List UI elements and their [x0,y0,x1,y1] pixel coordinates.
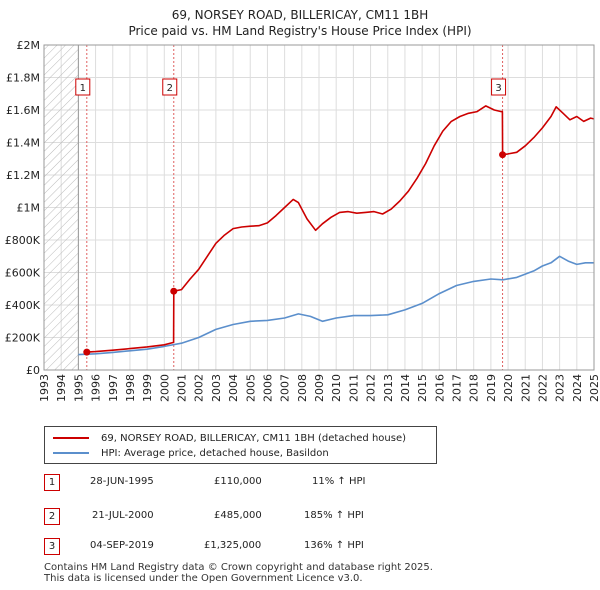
x-tick-label: 2001 [176,374,189,402]
x-tick-label: 2015 [416,374,429,402]
y-tick-label: £1.8M [6,72,40,85]
legend-item-hpi: HPI: Average price, detached house, Basi… [53,446,329,460]
y-axis-ticks: £0 £200K £400K £600K £800K £1M £1.2M £1.4M £1.6M… [5,39,41,377]
legend-label-hpi: HPI: Average price, detached house, Basi… [101,447,329,459]
y-tick-label: £200K [5,332,41,345]
sale-badge: 3 [44,538,60,555]
footer-copyright: Contains HM Land Registry data © Crown c… [44,562,433,573]
sale-badge: 2 [44,508,60,525]
legend-swatch-hpi [53,452,89,454]
x-tick-label: 1996 [90,374,103,402]
property-price-line [86,105,594,353]
y-tick-label: £0 [26,364,40,377]
x-tick-label: 2006 [261,374,274,402]
y-tick-label: £1M [17,202,41,215]
x-tick-label: 2014 [399,374,412,402]
sale-date: 21-JUL-2000 [92,510,154,521]
footer-licence: This data is licensed under the Open Gov… [44,573,363,584]
x-tick-label: 2009 [313,374,326,402]
legend-label-property: 69, NORSEY ROAD, BILLERICAY, CM11 1BH (d… [101,432,407,444]
annotation-label: 3 [495,83,501,94]
sale-price: £1,325,000 [204,540,262,551]
x-tick-label: 2008 [296,374,309,402]
hatched-region [44,45,79,370]
sale-price: £110,000 [214,476,262,487]
hpi-line [78,255,594,356]
annotation-box [162,78,178,96]
x-tick-label: 1999 [141,374,154,402]
x-tick-label: 2025 [588,374,600,402]
legend-item-property: 69, NORSEY ROAD, BILLERICAY, CM11 1BH (d… [53,431,406,445]
x-tick-label: 1994 [55,374,68,402]
sale-hpi-change: 185% ↑ HPI [304,510,364,521]
sale-point [170,287,178,295]
plot-frame [43,44,595,371]
footer: Contains HM Land Registry data © Crown c… [44,562,433,584]
annotation-label: 2 [167,83,173,94]
x-tick-label: 2003 [210,374,223,402]
x-tick-label: 2007 [279,374,292,402]
sale-date: 28-JUN-1995 [90,476,154,487]
sale-point [499,151,507,159]
annotation-labels: 1 2 3 [75,78,507,96]
x-tick-label: 2022 [536,374,549,402]
x-tick-label: 2013 [382,374,395,402]
annotation-box [491,78,507,96]
chart-subtitle: Price paid vs. HM Land Registry's House … [128,24,472,38]
sale-date: 04-SEP-2019 [90,540,154,551]
y-tick-label: £1.4M [6,137,40,150]
x-tick-label: 2019 [485,374,498,402]
sale-price: £485,000 [214,510,262,521]
sale-hpi-change: 136% ↑ HPI [304,540,364,551]
sale-point [83,348,91,356]
x-tick-label: 2010 [330,374,343,402]
series-lines [78,105,594,356]
legend-swatch-property [53,437,89,439]
annotation-box [75,78,91,96]
y-tick-label: £2M [17,39,41,52]
x-tick-label: 2020 [502,374,515,402]
x-axis-ticks: 1993 1994 1995 1996 1997 1998 1999 2000 2001 2002… [38,374,600,402]
pre-data-hatched-region [44,45,79,370]
x-tick-label: 2002 [193,374,206,402]
x-tick-label: 2016 [433,374,446,402]
sale-badge: 1 [44,474,60,491]
x-tick-label: 1998 [124,374,137,402]
x-tick-label: 2011 [347,374,360,402]
x-tick-label: 1993 [38,374,51,402]
x-tick-label: 2004 [227,374,240,402]
annotation-label: 1 [80,83,86,94]
sale-points [83,151,507,356]
y-tick-label: £800K [5,234,41,247]
chart-title: 69, NORSEY ROAD, BILLERICAY, CM11 1BH [171,8,429,22]
y-tick-label: £1.2M [6,169,40,182]
sale-row: 2 21-JUL-2000 £485,000 185% ↑ HPI [44,508,464,526]
x-tick-label: 2005 [244,374,257,402]
x-tick-label: 2021 [519,374,532,402]
x-tick-label: 2024 [571,374,584,402]
y-tick-label: £400K [5,299,41,312]
x-tick-label: 2012 [365,374,378,402]
y-tick-label: £1.6M [6,104,40,117]
x-tick-label: 1997 [107,374,120,402]
x-tick-label: 2023 [554,374,567,402]
sale-hpi-change: 11% ↑ HPI [312,476,366,487]
legend: 69, NORSEY ROAD, BILLERICAY, CM11 1BH (d… [44,426,437,464]
x-tick-label: 2000 [158,374,171,402]
grid [43,44,595,371]
sale-row: 3 04-SEP-2019 £1,325,000 136% ↑ HPI [44,538,464,556]
y-tick-label: £600K [5,267,41,280]
x-tick-label: 2017 [451,374,464,402]
sale-row: 1 28-JUN-1995 £110,000 11% ↑ HPI [44,474,464,492]
x-tick-label: 2018 [468,374,481,402]
x-tick-label: 1995 [72,374,85,402]
